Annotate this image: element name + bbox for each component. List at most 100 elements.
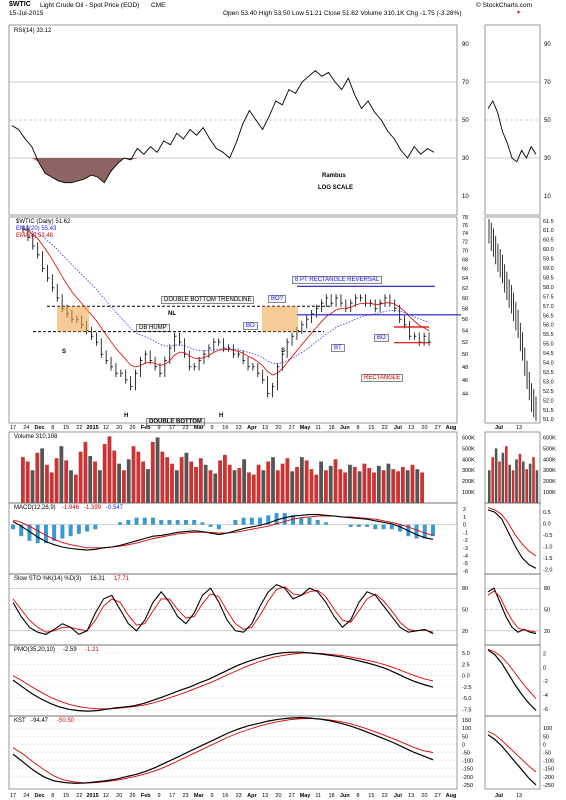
price-ytick: 78 — [462, 215, 468, 221]
annotation-bt: BT — [331, 344, 345, 352]
volume-bar — [102, 444, 107, 503]
volume-bar — [69, 470, 73, 503]
volume-bar — [271, 457, 275, 503]
macd-hist-bar — [118, 522, 123, 525]
sto-inset-k — [487, 587, 537, 635]
volume-bar — [314, 474, 319, 503]
volume-bar — [54, 458, 59, 503]
macd-inset-ytick: 0.0 — [543, 522, 551, 528]
macd-hist-bar — [175, 519, 180, 525]
macd-ytick: -6 — [463, 569, 468, 575]
kst-inset-ytick: -150 — [543, 767, 554, 773]
panel-frame-pmo — [8, 644, 458, 717]
volume-inset-bar — [501, 452, 505, 503]
x-tick-label: 15 — [368, 793, 374, 799]
x-tick-label: 9 — [211, 793, 214, 799]
price-ytick: 44 — [462, 392, 468, 398]
x-tick-label: 12 — [103, 425, 109, 431]
volume-inset-bar — [518, 453, 522, 503]
volume-bar — [40, 448, 45, 503]
price-inset-ytick: 59.0 — [543, 266, 554, 272]
volume-bar — [30, 470, 35, 503]
shoulder-box-right — [262, 306, 298, 332]
volume-bar — [179, 457, 184, 503]
x-tick-label: 20 — [116, 425, 122, 431]
kst-ytick: -50 — [462, 751, 470, 757]
price-inset-ytick: 59.5 — [543, 257, 554, 263]
macd-hist-bar — [315, 519, 320, 525]
price-ytick: 76 — [462, 223, 468, 229]
kst-inset-ytick: -250 — [543, 783, 554, 789]
macd-hist-bar — [159, 519, 164, 525]
x-tick-label: 17 — [10, 425, 16, 431]
volume-bar — [295, 466, 299, 503]
x-tick-label: 24 — [23, 793, 29, 799]
volume-inset-bar — [515, 459, 518, 503]
volume-bar — [304, 460, 309, 503]
x-tick-label: 15 — [63, 793, 69, 799]
pmo-inset-ytick: -6 — [543, 707, 548, 713]
macd-hist-bar — [93, 524, 98, 530]
inset-frame-macd — [484, 502, 541, 575]
volume-inset-bar — [498, 461, 501, 503]
x-tick-label: May — [300, 425, 312, 431]
kst-inset-ytick: -50 — [543, 751, 551, 757]
x-tick-label: 15 — [368, 425, 374, 431]
x-tick-label: 12 — [103, 793, 109, 799]
price-ytick: 64 — [462, 276, 468, 282]
pmo-inset-line — [487, 649, 537, 711]
x-tick-label: 13 — [262, 425, 268, 431]
macd-hist-bar — [249, 517, 254, 525]
price-ytick: 52 — [462, 340, 468, 346]
volume-bar — [362, 463, 367, 503]
volume-bar — [213, 473, 218, 503]
macd-hist-bar — [167, 519, 172, 525]
x-tick-label: 22 — [76, 425, 82, 431]
price-inset-ytick: 52.0 — [543, 398, 554, 404]
macd-hist-bar — [398, 524, 403, 532]
volume-bar — [78, 451, 83, 503]
price-inset-ytick: 58.5 — [543, 275, 554, 281]
x-tick-label: 23 — [182, 793, 188, 799]
x-tick-label: 13 — [408, 425, 414, 431]
x-tick-label: Jul — [394, 425, 402, 431]
price-inset-ytick: 60.0 — [543, 247, 554, 253]
annotation-head-1: H — [124, 413, 129, 419]
price-inset-ytick: 51.0 — [543, 417, 554, 423]
x-tick-label: 9 — [211, 425, 214, 431]
annotation-nl: NL — [168, 311, 176, 317]
kst-ytick: -150 — [462, 767, 473, 773]
price-ytick: 62 — [462, 286, 468, 292]
volume-bar — [83, 441, 88, 503]
rsi-ytick: 90 — [462, 42, 469, 48]
x-tick-label: 22 — [382, 425, 388, 431]
kst-value: -94.47 — [31, 718, 49, 724]
volume-bar — [194, 466, 198, 503]
price-inset-ytick: 53.5 — [543, 370, 554, 376]
x-tick-label: 26 — [129, 793, 135, 799]
sto-ytick: 50 — [462, 608, 468, 614]
kst-line — [12, 716, 434, 784]
volume-bar — [324, 470, 328, 503]
kst-signal-value: -50.50 — [57, 718, 75, 724]
x-tick-label: 16 — [222, 425, 228, 431]
inset-frame-kst — [484, 715, 541, 790]
volume-bar — [136, 451, 141, 503]
annotation-bo-2: BO — [374, 334, 389, 342]
x-tick-label: 23 — [236, 793, 242, 799]
chart-exchange: CME — [151, 2, 166, 9]
volume-inset-bar — [508, 464, 511, 503]
x-tick-label: 8 — [51, 425, 54, 431]
x-tick-label: Mar — [194, 425, 205, 431]
x-tick-label: Apr — [247, 425, 257, 431]
macd-hist-bar — [381, 524, 386, 530]
macd-inset-ytick: -0.5 — [543, 533, 552, 539]
macd-hist-bar — [76, 524, 81, 534]
kst-inset-ytick: 50 — [543, 734, 549, 740]
price-inset-ytick: 54.5 — [543, 351, 554, 357]
pmo-signal-line — [12, 652, 434, 710]
x-tick-label: 9 — [157, 425, 160, 431]
rsi-label: RSI(14) 33.12 — [14, 28, 52, 34]
price-inset-ytick: 55.0 — [543, 342, 554, 348]
copyright: © StockCharts.com — [476, 2, 533, 9]
